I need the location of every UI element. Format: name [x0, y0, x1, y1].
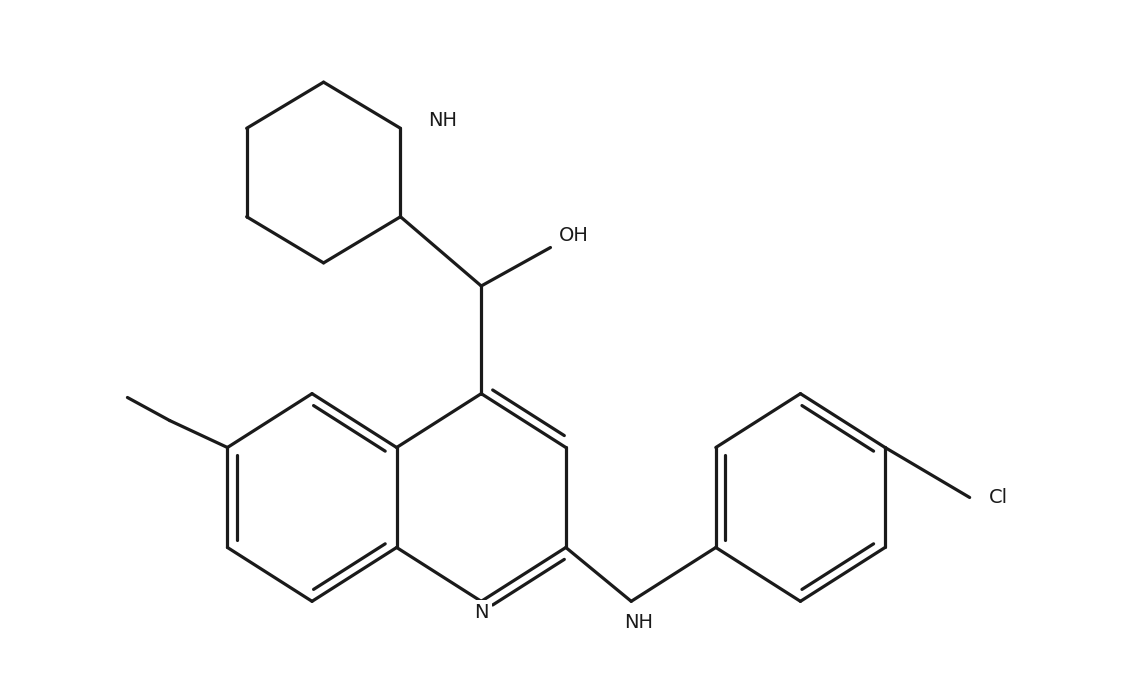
Text: Cl: Cl — [989, 488, 1008, 507]
Text: OH: OH — [559, 227, 589, 245]
Text: NH: NH — [625, 614, 653, 632]
Text: N: N — [474, 603, 489, 622]
Text: NH: NH — [428, 111, 457, 130]
